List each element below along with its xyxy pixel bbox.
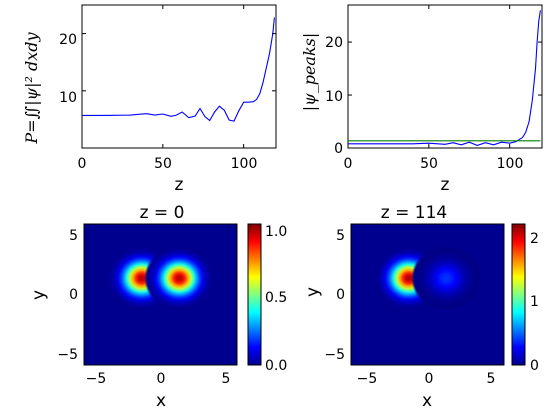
peaks-xtick-50: 50 <box>420 156 438 172</box>
heatmap-z0-peak-right <box>144 245 215 311</box>
heatmap-z114: z = 114 −5 0 5 5 0 −5 x y 2 1 0 <box>303 203 539 411</box>
power-ytick-10: 10 <box>59 90 77 106</box>
peaks-chart-frame <box>347 4 543 149</box>
power-chart-plot <box>81 5 276 148</box>
peaks-ytick-10: 10 <box>325 89 343 105</box>
peaks-xlabel: z <box>441 175 450 195</box>
heatmap-z0-ytick-0: 0 <box>69 287 78 303</box>
heatmap-z114-image <box>351 224 504 365</box>
heatmap-z0-frame <box>83 223 238 366</box>
heatmap-z0-xtick-5: 5 <box>222 371 231 387</box>
power-ytick-20: 20 <box>59 32 77 48</box>
heatmap-z114-xtick-m5: −5 <box>357 371 378 387</box>
heatmap-z114-ytick-m5: −5 <box>324 347 345 363</box>
heatmap-z0-title: z = 0 <box>140 203 185 223</box>
series-line-1 <box>82 17 275 122</box>
heatmap-z114-ytick-5: 5 <box>336 228 345 244</box>
series-line-1 <box>348 10 541 146</box>
heatmap-z114-frame <box>350 223 505 366</box>
heatmap-z114-ytick-0: 0 <box>336 287 345 303</box>
peaks-ylabel: |ψ_peaks| <box>300 33 319 111</box>
heatmap-z114-ylabel: y <box>303 287 323 297</box>
colorbar-z114-tick-1: 1 <box>530 294 539 310</box>
heatmap-z0-ylabel: y <box>29 290 49 300</box>
heatmap-z0-xtick-0: 0 <box>157 371 166 387</box>
power-xlabel: z <box>175 175 184 195</box>
colorbar-z114-tick-0: 0 <box>530 358 539 374</box>
colorbar-z0 <box>247 223 262 366</box>
power-chart-frame <box>81 4 277 149</box>
heatmap-z0-image <box>84 224 237 365</box>
peaks-ytick-0: 0 <box>334 141 343 157</box>
peaks-ytick-20: 20 <box>325 35 343 51</box>
colorbar-z0-tick-0: 0.0 <box>265 358 287 374</box>
peaks-chart: 0 50 100 0 10 20 z |ψ_peaks| <box>300 4 543 195</box>
colorbar-z0-tick-1: 1.0 <box>265 224 287 240</box>
power-xtick-0: 0 <box>78 156 87 172</box>
heatmap-z0: z = 0 −5 0 5 5 0 −5 x y 1.0 0.5 0.0 <box>29 203 287 411</box>
colorbar-z114 <box>511 223 526 366</box>
peaks-chart-plot <box>347 5 542 149</box>
heatmap-z114-peak-right <box>411 245 482 311</box>
heatmap-z114-title: z = 114 <box>381 203 447 223</box>
heatmap-z0-xlabel: x <box>156 391 166 411</box>
heatmap-z114-xlabel: x <box>422 391 432 411</box>
power-xtick-100: 100 <box>231 156 258 172</box>
colorbar-z114-tick-2: 2 <box>530 231 539 247</box>
heatmap-z0-ytick-m5: −5 <box>57 347 78 363</box>
power-chart: 0 50 100 10 20 z P=∬|ψ|² dxdy <box>22 4 277 195</box>
heatmap-z114-xtick-5: 5 <box>487 371 496 387</box>
power-xtick-50: 50 <box>154 156 172 172</box>
heatmap-z0-xtick-m5: −5 <box>86 371 107 387</box>
peaks-xtick-100: 100 <box>497 156 524 172</box>
power-ylabel: P=∬|ψ|² dxdy <box>22 31 41 144</box>
peaks-xtick-0: 0 <box>344 156 353 172</box>
heatmap-z0-ytick-5: 5 <box>69 228 78 244</box>
heatmap-z114-xtick-0: 0 <box>425 371 434 387</box>
colorbar-z0-tick-05: 0.5 <box>265 290 287 306</box>
